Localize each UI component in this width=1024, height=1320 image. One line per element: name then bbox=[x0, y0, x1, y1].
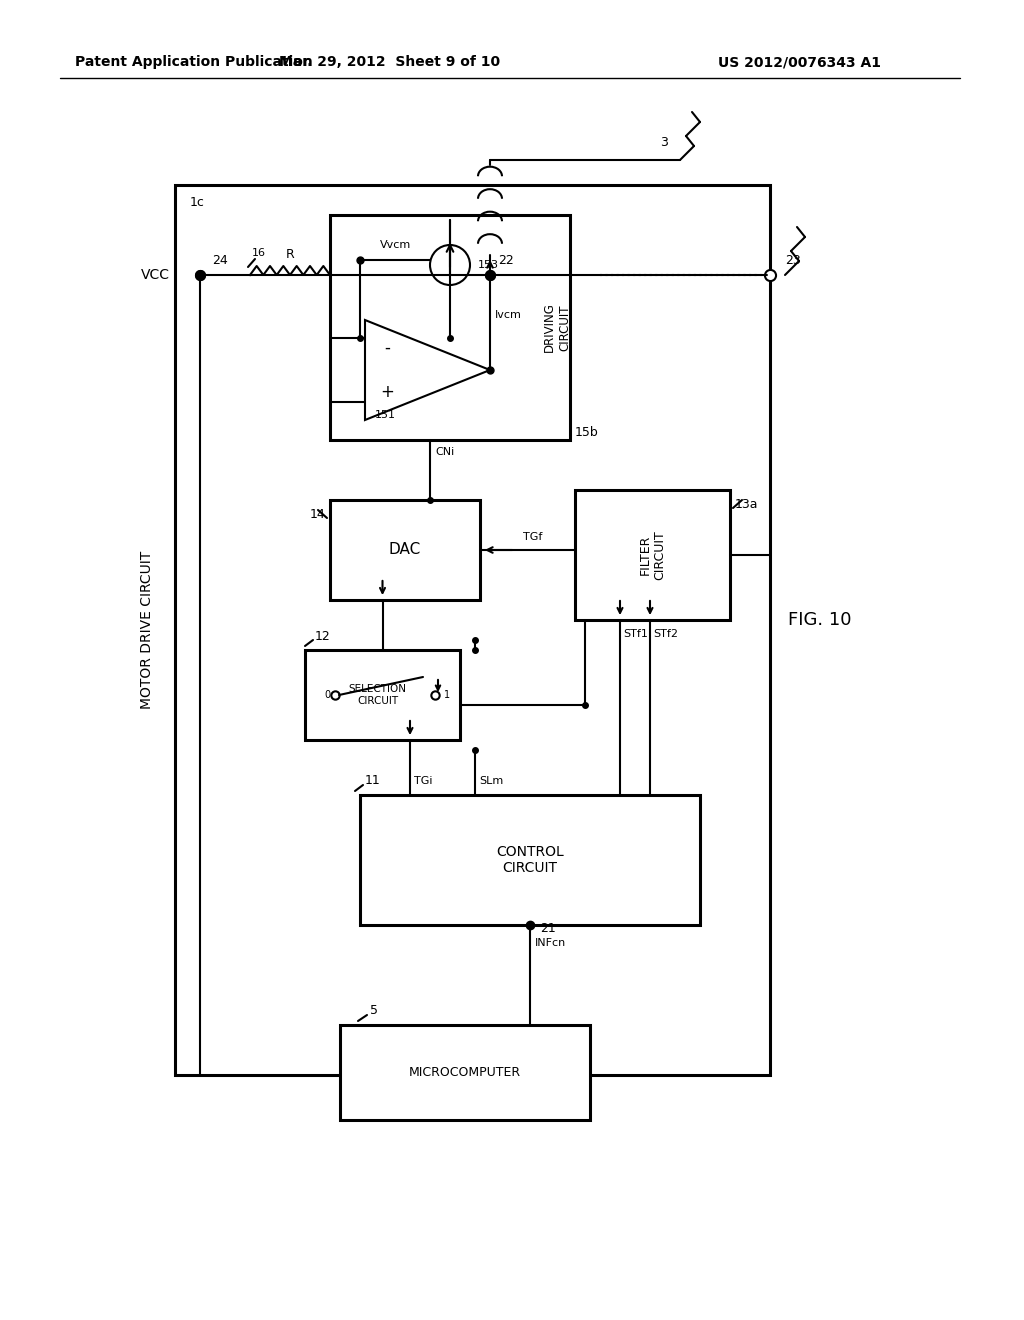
Text: 21: 21 bbox=[540, 921, 556, 935]
Text: 151: 151 bbox=[375, 411, 396, 420]
Text: Patent Application Publication: Patent Application Publication bbox=[75, 55, 312, 69]
Text: CONTROL
CIRCUIT: CONTROL CIRCUIT bbox=[496, 845, 564, 875]
Text: 1: 1 bbox=[444, 690, 451, 700]
Text: Ivcm: Ivcm bbox=[495, 310, 522, 319]
Text: 23: 23 bbox=[785, 255, 801, 268]
Text: 11: 11 bbox=[365, 775, 381, 788]
Text: 22: 22 bbox=[498, 253, 514, 267]
Text: 5: 5 bbox=[370, 1005, 378, 1018]
Text: 15b: 15b bbox=[575, 425, 599, 438]
Bar bbox=[330, 500, 480, 601]
Bar bbox=[575, 490, 730, 620]
Text: -: - bbox=[384, 339, 390, 356]
Text: CNi: CNi bbox=[435, 447, 455, 457]
Text: Mar. 29, 2012  Sheet 9 of 10: Mar. 29, 2012 Sheet 9 of 10 bbox=[280, 55, 501, 69]
Text: INFcn: INFcn bbox=[535, 939, 566, 948]
Text: TGf: TGf bbox=[523, 532, 542, 543]
Text: TGi: TGi bbox=[414, 776, 432, 785]
Text: 14: 14 bbox=[309, 507, 325, 520]
Text: DRIVING
CIRCUIT: DRIVING CIRCUIT bbox=[543, 302, 571, 352]
Text: DAC: DAC bbox=[389, 543, 421, 557]
Text: STf1: STf1 bbox=[623, 630, 648, 639]
Bar bbox=[330, 215, 570, 440]
Text: Vvcm: Vvcm bbox=[380, 240, 412, 249]
Text: MICROCOMPUTER: MICROCOMPUTER bbox=[409, 1067, 521, 1078]
Text: US 2012/0076343 A1: US 2012/0076343 A1 bbox=[719, 55, 882, 69]
Bar bbox=[305, 649, 460, 741]
Text: 12: 12 bbox=[315, 630, 331, 643]
Text: R: R bbox=[286, 248, 294, 261]
Text: FIG. 10: FIG. 10 bbox=[788, 611, 852, 630]
Text: +: + bbox=[380, 383, 394, 401]
Text: SELECTION
CIRCUIT: SELECTION CIRCUIT bbox=[348, 684, 407, 706]
Text: SLm: SLm bbox=[479, 776, 503, 785]
Bar bbox=[360, 795, 700, 925]
Text: MOTOR DRIVE CIRCUIT: MOTOR DRIVE CIRCUIT bbox=[140, 550, 154, 709]
Bar bbox=[340, 1026, 590, 1119]
Text: 13a: 13a bbox=[735, 498, 759, 511]
Text: STf2: STf2 bbox=[653, 630, 678, 639]
Text: FILTER
CIRCUIT: FILTER CIRCUIT bbox=[639, 531, 667, 579]
Text: 0: 0 bbox=[324, 690, 330, 700]
Text: 1c: 1c bbox=[190, 197, 205, 210]
Text: 153: 153 bbox=[478, 260, 499, 271]
Text: 16: 16 bbox=[252, 248, 266, 257]
Bar bbox=[175, 185, 770, 1074]
Text: VCC: VCC bbox=[141, 268, 170, 282]
Text: 3: 3 bbox=[660, 136, 668, 149]
Text: 24: 24 bbox=[212, 255, 227, 268]
